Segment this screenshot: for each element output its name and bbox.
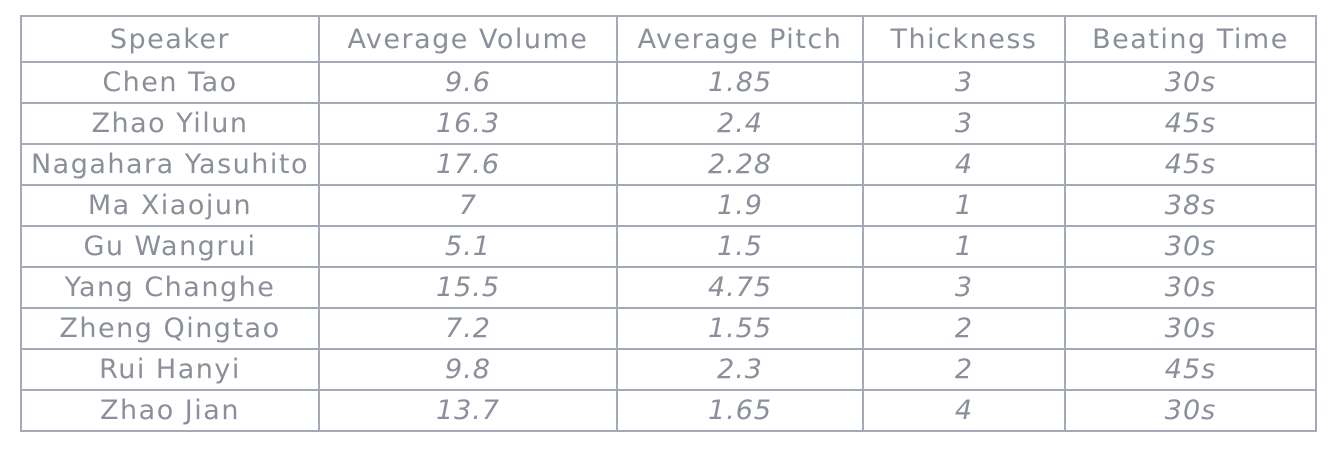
cell-speaker: Ma Xiaojun bbox=[20, 184, 320, 227]
cell-beating-time: 30s bbox=[1064, 225, 1317, 268]
speaker-data-table: Speaker Average Volume Average Pitch Thi… bbox=[20, 15, 1317, 432]
header-thickness: Thickness bbox=[862, 15, 1066, 63]
cell-average-volume: 17.6 bbox=[318, 143, 618, 186]
cell-thickness: 3 bbox=[862, 266, 1066, 309]
header-average-volume: Average Volume bbox=[318, 15, 618, 63]
cell-thickness: 4 bbox=[862, 143, 1066, 186]
table-body: Chen Tao 9.6 1.85 3 30s Zhao Yilun 16.3 2.4 3 45s… bbox=[20, 61, 1317, 432]
header-speaker: Speaker bbox=[20, 15, 320, 63]
cell-thickness: 2 bbox=[862, 348, 1066, 391]
table-row: Chen Tao 9.6 1.85 3 30s bbox=[20, 61, 1317, 104]
cell-average-volume: 15.5 bbox=[318, 266, 618, 309]
cell-speaker: Zhao Jian bbox=[20, 389, 320, 432]
cell-average-volume: 7.2 bbox=[318, 307, 618, 350]
cell-average-pitch: 2.3 bbox=[616, 348, 864, 391]
cell-thickness: 1 bbox=[862, 184, 1066, 227]
cell-beating-time: 45s bbox=[1064, 143, 1317, 186]
cell-speaker: Rui Hanyi bbox=[20, 348, 320, 391]
cell-beating-time: 30s bbox=[1064, 61, 1317, 104]
table-row: Rui Hanyi 9.8 2.3 2 45s bbox=[20, 348, 1317, 391]
cell-beating-time: 45s bbox=[1064, 102, 1317, 145]
cell-speaker: Yang Changhe bbox=[20, 266, 320, 309]
table-row: Zheng Qingtao 7.2 1.55 2 30s bbox=[20, 307, 1317, 350]
cell-average-pitch: 1.9 bbox=[616, 184, 864, 227]
cell-speaker: Nagahara Yasuhito bbox=[20, 143, 320, 186]
cell-average-pitch: 1.85 bbox=[616, 61, 864, 104]
cell-beating-time: 30s bbox=[1064, 266, 1317, 309]
cell-beating-time: 38s bbox=[1064, 184, 1317, 227]
header-average-pitch: Average Pitch bbox=[616, 15, 864, 63]
cell-average-volume: 13.7 bbox=[318, 389, 618, 432]
cell-speaker: Zheng Qingtao bbox=[20, 307, 320, 350]
cell-thickness: 4 bbox=[862, 389, 1066, 432]
table-row: Ma Xiaojun 7 1.9 1 38s bbox=[20, 184, 1317, 227]
cell-average-volume: 9.6 bbox=[318, 61, 618, 104]
cell-average-volume: 16.3 bbox=[318, 102, 618, 145]
cell-average-volume: 9.8 bbox=[318, 348, 618, 391]
cell-average-volume: 5.1 bbox=[318, 225, 618, 268]
table-header-row: Speaker Average Volume Average Pitch Thi… bbox=[20, 15, 1317, 63]
cell-speaker: Chen Tao bbox=[20, 61, 320, 104]
table-row: Gu Wangrui 5.1 1.5 1 30s bbox=[20, 225, 1317, 268]
cell-beating-time: 30s bbox=[1064, 389, 1317, 432]
cell-beating-time: 45s bbox=[1064, 348, 1317, 391]
table-row: Nagahara Yasuhito 17.6 2.28 4 45s bbox=[20, 143, 1317, 186]
cell-beating-time: 30s bbox=[1064, 307, 1317, 350]
cell-speaker: Gu Wangrui bbox=[20, 225, 320, 268]
cell-thickness: 3 bbox=[862, 102, 1066, 145]
cell-average-pitch: 1.5 bbox=[616, 225, 864, 268]
cell-thickness: 2 bbox=[862, 307, 1066, 350]
cell-average-volume: 7 bbox=[318, 184, 618, 227]
cell-average-pitch: 1.65 bbox=[616, 389, 864, 432]
cell-thickness: 3 bbox=[862, 61, 1066, 104]
table-row: Yang Changhe 15.5 4.75 3 30s bbox=[20, 266, 1317, 309]
cell-average-pitch: 2.4 bbox=[616, 102, 864, 145]
header-beating-time: Beating Time bbox=[1064, 15, 1317, 63]
cell-speaker: Zhao Yilun bbox=[20, 102, 320, 145]
cell-average-pitch: 1.55 bbox=[616, 307, 864, 350]
cell-average-pitch: 4.75 bbox=[616, 266, 864, 309]
cell-average-pitch: 2.28 bbox=[616, 143, 864, 186]
table-row: Zhao Jian 13.7 1.65 4 30s bbox=[20, 389, 1317, 432]
cell-thickness: 1 bbox=[862, 225, 1066, 268]
table-row: Zhao Yilun 16.3 2.4 3 45s bbox=[20, 102, 1317, 145]
